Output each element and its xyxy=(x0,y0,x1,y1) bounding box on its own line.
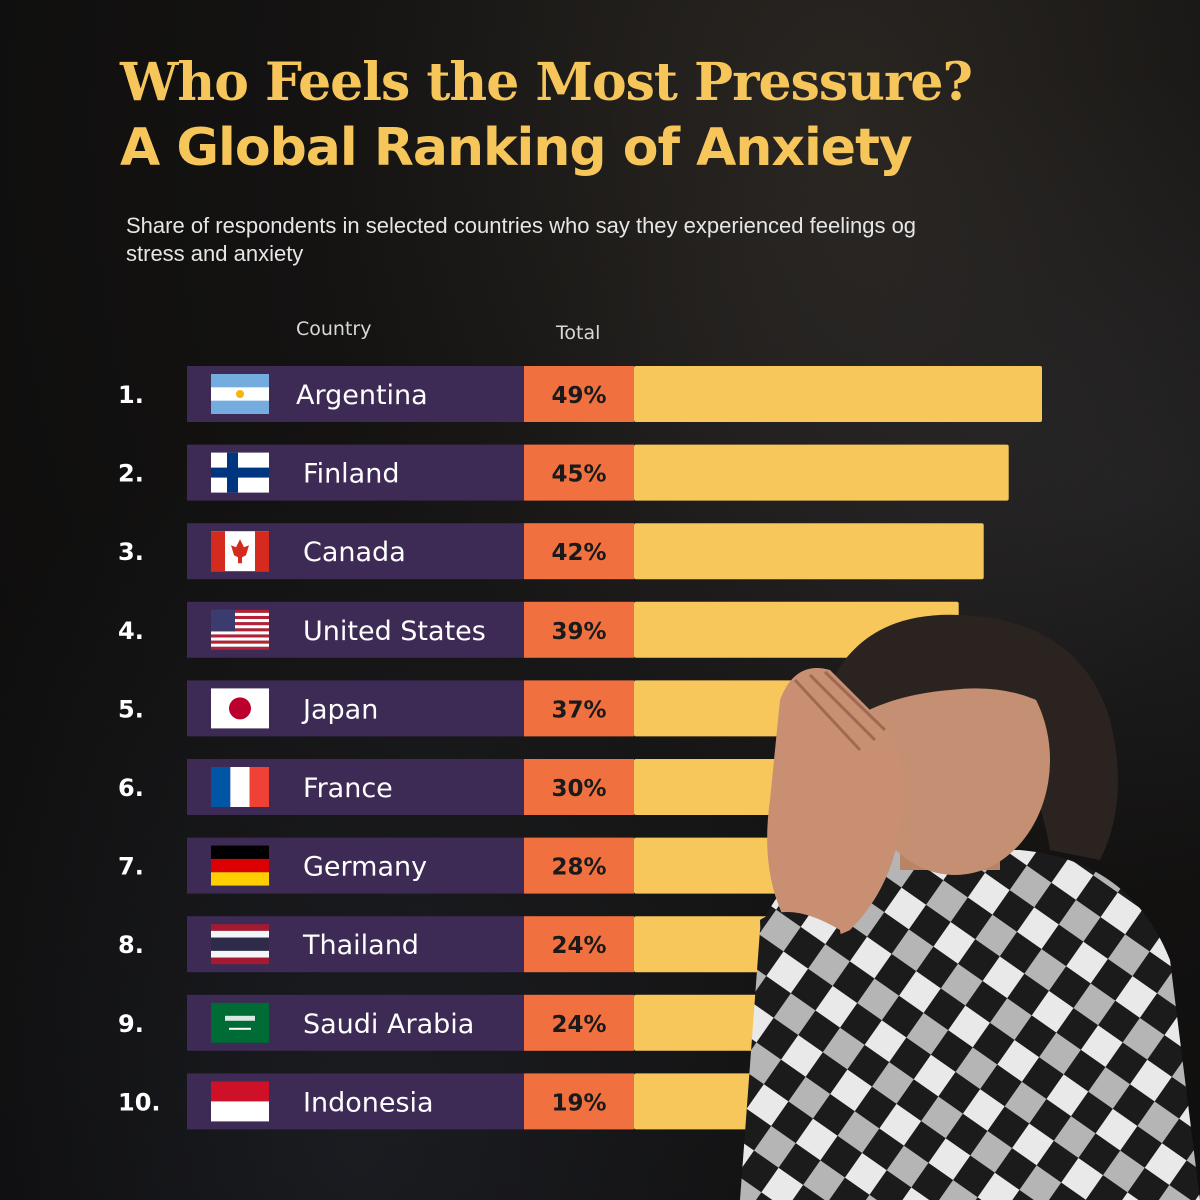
value-label: 37% xyxy=(551,697,606,723)
value-label: 28% xyxy=(551,855,606,881)
title-line-2: A Global Ranking of Anxiety xyxy=(120,118,913,178)
value-label: 39% xyxy=(551,619,606,645)
rank-label: 9. xyxy=(118,1010,144,1038)
value-cell xyxy=(524,366,634,422)
rank-label: 5. xyxy=(118,695,144,723)
country-label: Finland xyxy=(303,459,399,490)
value-cell xyxy=(524,523,634,580)
value-label: 30% xyxy=(551,776,606,802)
country-label: United States xyxy=(303,616,486,647)
country-label: Indonesia xyxy=(303,1087,434,1118)
japan-flag-icon xyxy=(211,688,269,729)
value-cell xyxy=(524,601,634,658)
country-label: Argentina xyxy=(296,380,428,411)
united-states-flag-icon xyxy=(211,609,269,650)
saudi-arabia-flag-icon xyxy=(211,1002,269,1043)
value-label: 24% xyxy=(551,1012,606,1038)
value-cell xyxy=(524,994,634,1051)
indonesia-flag-icon xyxy=(211,1081,269,1122)
subtitle: Share of respondents in selected countri… xyxy=(126,213,917,266)
title-line-1: Who Feels the Most Pressure? xyxy=(120,52,973,113)
rank-label: 3. xyxy=(118,538,144,566)
value-cell xyxy=(524,759,634,815)
rank-label: 7. xyxy=(118,853,144,881)
value-label: 24% xyxy=(551,933,606,959)
country-label: France xyxy=(303,773,393,804)
value-cell xyxy=(524,680,634,737)
country-label: Japan xyxy=(301,694,378,725)
rank-label: 1. xyxy=(118,381,144,409)
bar xyxy=(634,523,984,580)
country-label: Canada xyxy=(303,537,406,568)
value-cell xyxy=(524,1073,634,1130)
finland-flag-icon xyxy=(211,452,269,493)
value-label: 19% xyxy=(551,1090,606,1116)
value-label: 45% xyxy=(551,462,606,488)
germany-flag-icon xyxy=(211,845,269,886)
value-cell xyxy=(524,916,634,973)
value-label: 49% xyxy=(551,383,606,409)
value-label: 42% xyxy=(551,540,606,566)
argentina-flag-icon xyxy=(211,374,269,414)
country-label: Saudi Arabia xyxy=(303,1009,474,1040)
column-header-total: Total xyxy=(556,322,601,344)
bar xyxy=(634,366,1042,422)
stressed-woman-image xyxy=(740,614,1200,1200)
value-cell xyxy=(524,444,634,501)
bar xyxy=(634,444,1009,501)
country-label: Thailand xyxy=(302,930,419,961)
country-label: Germany xyxy=(303,852,427,883)
france-flag-icon xyxy=(211,767,269,807)
rank-label: 6. xyxy=(118,774,144,802)
column-header-country: Country xyxy=(296,318,372,340)
rank-label: 8. xyxy=(118,931,144,959)
canada-flag-icon xyxy=(211,531,269,572)
rank-label: 4. xyxy=(118,617,144,645)
rank-label: 10. xyxy=(118,1088,161,1116)
value-cell xyxy=(524,837,634,894)
rank-label: 2. xyxy=(118,460,144,488)
thailand-flag-icon xyxy=(211,924,269,965)
